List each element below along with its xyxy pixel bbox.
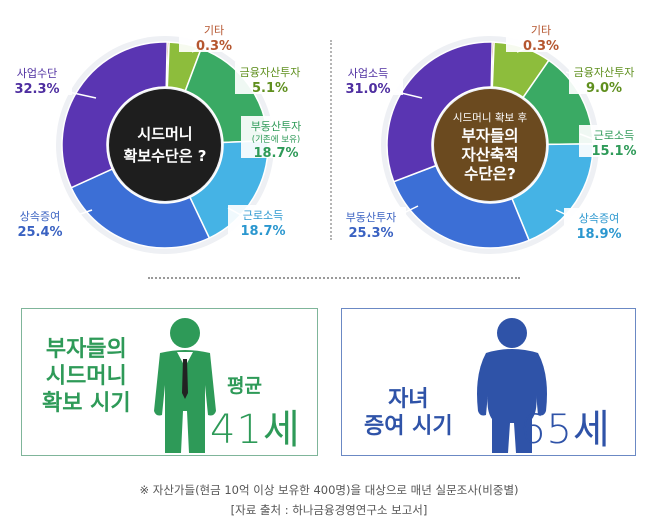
slice-label-5: 사업소득 (348, 67, 388, 80)
vertical-divider (330, 40, 332, 240)
label-box-4 (336, 207, 406, 239)
slice-label-1: 금융자산투자 (574, 66, 635, 79)
donut-slice-5 (61, 41, 168, 189)
gift-age-title: 자녀 증여 시기 (364, 387, 453, 439)
slice-value-2: 18.7% (253, 146, 298, 161)
slice-value-4: 25.4% (17, 225, 62, 240)
slice-label-0: 기타 (531, 24, 551, 37)
label-box-4 (5, 206, 75, 238)
chart-title-line3: 수단은? (464, 165, 516, 183)
donut-slice-4 (392, 164, 531, 249)
slice-label-4: 부동산투자 (346, 211, 397, 224)
slice-label-3: 근로소득 (243, 209, 283, 222)
average-label: 평균 (227, 375, 262, 397)
slice-value-0: 0.3% (196, 39, 232, 54)
slice-value-1: 9.0% (586, 81, 622, 96)
label-box-5 (333, 63, 403, 95)
man-suit-icon (154, 318, 216, 453)
slice-value-2: 15.1% (591, 144, 636, 159)
label-box-2 (579, 125, 649, 157)
donut-center (109, 89, 221, 201)
slice-value-3: 18.7% (240, 224, 285, 239)
label-box-2 (241, 116, 311, 158)
slice-value-5: 32.3% (14, 82, 59, 97)
man-overweight-icon (477, 318, 547, 453)
seed-money-age-title: 부자들의 시드머니 확보 시기 (42, 337, 131, 416)
slice-label-0: 기타 (204, 24, 224, 37)
slice-value-3: 18.9% (576, 227, 621, 242)
chart-title-line1: 시드머니 (137, 125, 192, 143)
slice-value-1: 5.1% (252, 81, 288, 96)
dotted-divider (148, 277, 520, 279)
donut-center (434, 89, 546, 201)
slice-sublabel-2: (기존에 보유) (252, 135, 300, 145)
slice-label-2: 부동산투자 (251, 120, 302, 133)
chart-title-line2: 자산축적 (461, 146, 518, 164)
chart-title-line2: 확보수단은 ? (124, 147, 207, 165)
slice-label-2: 근로소득 (594, 129, 634, 142)
slice-value-0: 0.3% (523, 39, 559, 54)
slice-value-5: 31.0% (345, 82, 390, 97)
footnote-source: [자료 출처 : 하나금융경영연구소 보고서] (230, 503, 428, 517)
donut-slice-4 (70, 168, 211, 249)
slice-label-1: 금융자산투자 (240, 66, 301, 79)
slice-value-4: 25.3% (348, 226, 393, 241)
chart-title-line1: 부자들의 (461, 127, 518, 145)
label-box-0 (179, 20, 249, 52)
gift-age-panel: 자녀 증여 시기 65세 (341, 308, 636, 456)
label-box-3 (228, 205, 298, 237)
label-box-1 (235, 62, 305, 94)
seed-money-age-panel: 부자들의 시드머니 확보 시기 평균 41세 (21, 308, 318, 456)
slice-label-4: 상속증여 (20, 210, 60, 223)
label-box-3 (564, 208, 634, 240)
label-box-5 (2, 63, 72, 95)
label-box-0 (506, 20, 576, 52)
slice-label-5: 사업수단 (17, 67, 57, 80)
footnote-survey: ※ 자산가들(현금 10억 이상 보유한 400명)을 대상으로 매년 실문조사… (139, 483, 519, 497)
label-box-1 (569, 62, 639, 94)
slice-label-3: 상속증여 (579, 212, 619, 225)
donut-slice-5 (386, 41, 493, 183)
gift-age-value: 65세 (520, 407, 611, 453)
chart-title-small: 시드머니 확보 후 (453, 111, 528, 124)
seed-money-age-value: 41세 (210, 407, 301, 453)
